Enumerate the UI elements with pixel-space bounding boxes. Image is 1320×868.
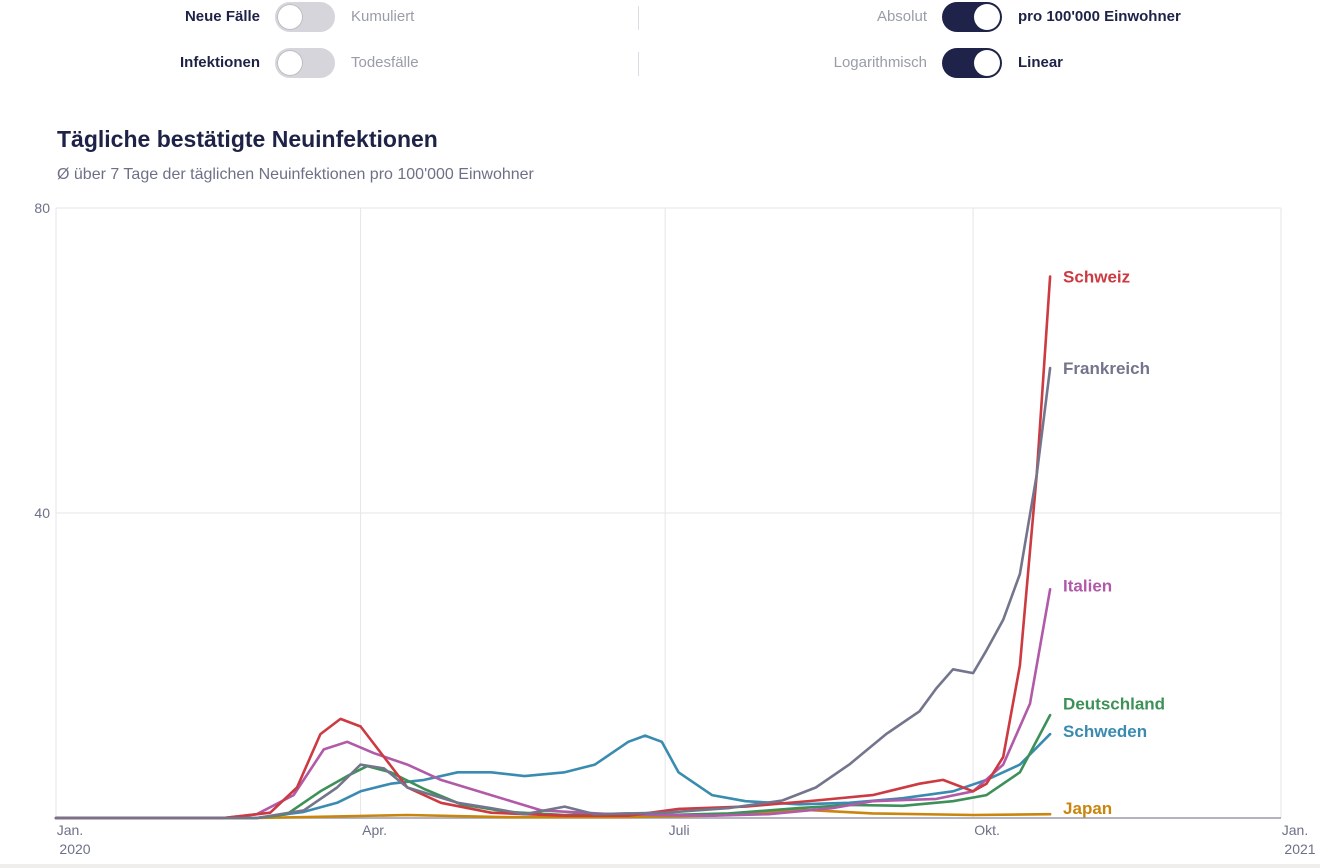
toggle-knob bbox=[277, 4, 303, 30]
series-line-schweiz bbox=[54, 275, 1052, 820]
toggle-knob bbox=[974, 4, 1000, 30]
per-100k-label[interactable]: pro 100'000 Einwohner bbox=[1018, 8, 1181, 25]
infections-label[interactable]: Infektionen bbox=[179, 54, 260, 71]
series-line-frankreich bbox=[54, 366, 1052, 820]
controls-divider bbox=[638, 6, 639, 30]
linear-label[interactable]: Linear bbox=[1018, 54, 1064, 71]
deaths-label[interactable]: Todesfälle bbox=[351, 54, 419, 71]
page-bottom-strip bbox=[0, 864, 1320, 868]
x-tick-label: Jan. bbox=[57, 822, 83, 838]
x-tick-sublabel: 2020 bbox=[59, 841, 90, 857]
x-tick-label: Jan. bbox=[1282, 822, 1308, 838]
series-label-frankreich: Frankreich bbox=[1063, 359, 1150, 378]
chart-title: Tägliche bestätigte Neuinfektionen bbox=[57, 126, 438, 152]
toggle-knob bbox=[974, 50, 1000, 76]
y-tick-label: 40 bbox=[34, 505, 50, 521]
cumulative-label[interactable]: Kumuliert bbox=[351, 8, 415, 25]
x-tick-label: Okt. bbox=[974, 822, 1000, 838]
series-line-deutschland bbox=[54, 713, 1052, 820]
series-line-italien bbox=[54, 588, 1052, 820]
x-tick-label: Juli bbox=[669, 822, 690, 838]
controls-divider bbox=[638, 52, 639, 76]
absolute-label[interactable]: Absolut bbox=[876, 8, 927, 25]
x-tick-label: Apr. bbox=[362, 822, 387, 838]
toggle-knob bbox=[277, 50, 303, 76]
new-cumulative-toggle[interactable] bbox=[275, 2, 335, 32]
series-line-schweden bbox=[54, 732, 1052, 820]
absolute-per-capita-toggle[interactable] bbox=[942, 2, 1002, 32]
log-linear-toggle[interactable] bbox=[942, 48, 1002, 78]
series-label-schweden: Schweden bbox=[1063, 722, 1147, 741]
logarithmic-label[interactable]: Logarithmisch bbox=[833, 54, 927, 71]
series-label-japan: Japan bbox=[1063, 799, 1112, 818]
y-tick-label: 80 bbox=[34, 200, 50, 216]
infections-deaths-toggle[interactable] bbox=[275, 48, 335, 78]
series-label-deutschland: Deutschland bbox=[1063, 695, 1165, 714]
series-label-schweiz: Schweiz bbox=[1063, 268, 1130, 287]
series-label-italien: Italien bbox=[1063, 576, 1112, 595]
series-line-japan bbox=[54, 808, 1052, 820]
controls-row-infections-vs-deaths: Infektionen Todesfälle Logarithmisch Lin… bbox=[0, 48, 1320, 78]
new-cases-label[interactable]: Neue Fälle bbox=[184, 8, 260, 25]
chart-subtitle: Ø über 7 Tage der täglichen Neuinfektion… bbox=[57, 166, 534, 183]
controls-row-new-vs-cumulative: Neue Fälle Kumuliert Absolut pro 100'000… bbox=[0, 2, 1320, 32]
x-tick-sublabel: 2021 bbox=[1284, 841, 1315, 857]
